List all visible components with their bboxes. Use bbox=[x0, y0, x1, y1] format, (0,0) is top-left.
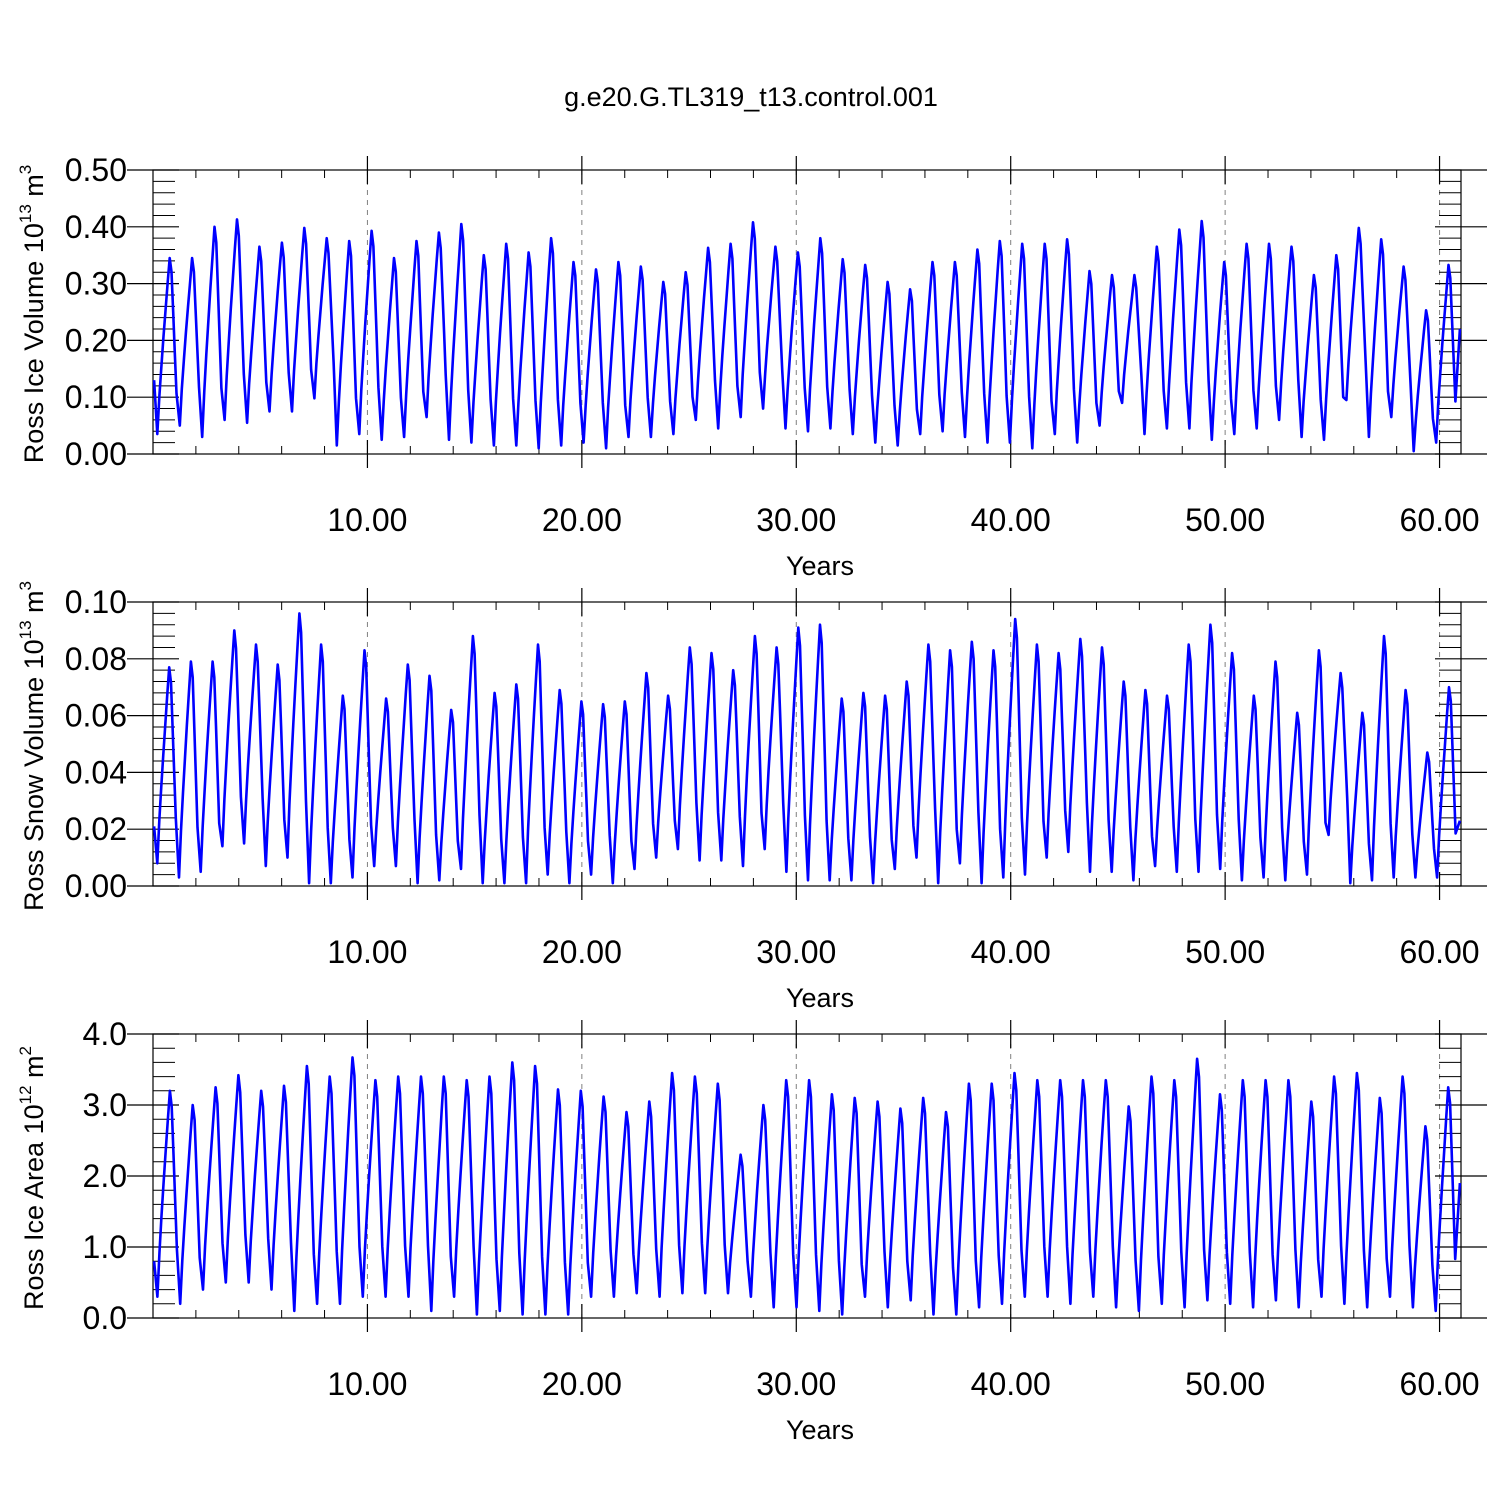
plot-frame bbox=[152, 169, 1462, 455]
x-tick-label: 20.00 bbox=[542, 934, 622, 970]
y-tick-label: 0.00 bbox=[65, 436, 127, 472]
y-tick-label: 2.0 bbox=[83, 1158, 127, 1194]
series-line-ice-volume bbox=[152, 218, 1462, 453]
y-tick-label: 3.0 bbox=[83, 1087, 127, 1123]
y-axis-label: Ross Snow Volume 1013 m3 bbox=[16, 581, 49, 911]
chart-title: g.e20.G.TL319_t13.control.001 bbox=[564, 82, 938, 112]
x-tick-label: 10.00 bbox=[327, 1366, 407, 1402]
y-tick-label: 0.02 bbox=[65, 811, 127, 847]
plot-frame bbox=[152, 601, 1462, 887]
x-tick-label: 40.00 bbox=[971, 934, 1051, 970]
x-axis-label: Years bbox=[786, 1415, 854, 1445]
x-axis-label: Years bbox=[786, 983, 854, 1013]
plot-frame bbox=[152, 1033, 1462, 1319]
y-tick-label: 0.50 bbox=[65, 152, 127, 188]
y-axis-label: Ross Ice Volume 1013 m3 bbox=[16, 165, 49, 464]
x-tick-label: 50.00 bbox=[1185, 502, 1265, 538]
x-tick-label: 30.00 bbox=[756, 1366, 836, 1402]
x-tick-label: 30.00 bbox=[756, 502, 836, 538]
panel-snow-volume: 10.00 20.00 30.00 40.00 50.00 60.00 0.00 0.02 0.… bbox=[16, 581, 1487, 1013]
y-tick-label: 0.00 bbox=[65, 868, 127, 904]
x-tick-label: 40.00 bbox=[971, 1366, 1051, 1402]
x-tick-label: 40.00 bbox=[971, 502, 1051, 538]
x-tick-label: 10.00 bbox=[327, 934, 407, 970]
x-axis-label: Years bbox=[786, 551, 854, 581]
panel-ice-area: 10.00 20.00 30.00 40.00 50.00 60.00 0.0 1.0 2.0 3… bbox=[16, 1016, 1487, 1445]
y-tick-label: 4.0 bbox=[83, 1016, 127, 1052]
y-tick-label: 0.04 bbox=[65, 754, 127, 790]
y-tick-label: 0.08 bbox=[65, 641, 127, 677]
y-tick-label: 0.20 bbox=[65, 322, 127, 358]
x-tick-label: 60.00 bbox=[1400, 1366, 1480, 1402]
series-line-ice-area bbox=[152, 1056, 1462, 1316]
y-tick-label: 0.10 bbox=[65, 379, 127, 415]
x-tick-label: 10.00 bbox=[327, 502, 407, 538]
y-tick-label: 0.30 bbox=[65, 266, 127, 302]
x-tick-label: 50.00 bbox=[1185, 934, 1265, 970]
x-tick-label: 20.00 bbox=[542, 502, 622, 538]
x-tick-label: 60.00 bbox=[1400, 502, 1480, 538]
y-tick-label: 0.40 bbox=[65, 209, 127, 245]
panel-ice-volume: 10.00 20.00 30.00 40.00 50.00 60.00 0.00 0.10 0.… bbox=[16, 152, 1487, 581]
x-tick-label: 20.00 bbox=[542, 1366, 622, 1402]
chart-panels: 10.00 20.00 30.00 40.00 50.00 60.00 0.00 0.10 0.… bbox=[16, 152, 1487, 1445]
series-line-snow-volume bbox=[152, 612, 1462, 885]
y-tick-label: 1.0 bbox=[83, 1229, 127, 1265]
y-tick-label: 0.0 bbox=[83, 1300, 127, 1336]
y-axis-label: Ross Ice Area 1012 m2 bbox=[16, 1046, 49, 1310]
y-tick-label: 0.06 bbox=[65, 698, 127, 734]
x-tick-label: 50.00 bbox=[1185, 1366, 1265, 1402]
x-tick-label: 60.00 bbox=[1400, 934, 1480, 970]
y-tick-label: 0.10 bbox=[65, 584, 127, 620]
x-tick-label: 30.00 bbox=[756, 934, 836, 970]
